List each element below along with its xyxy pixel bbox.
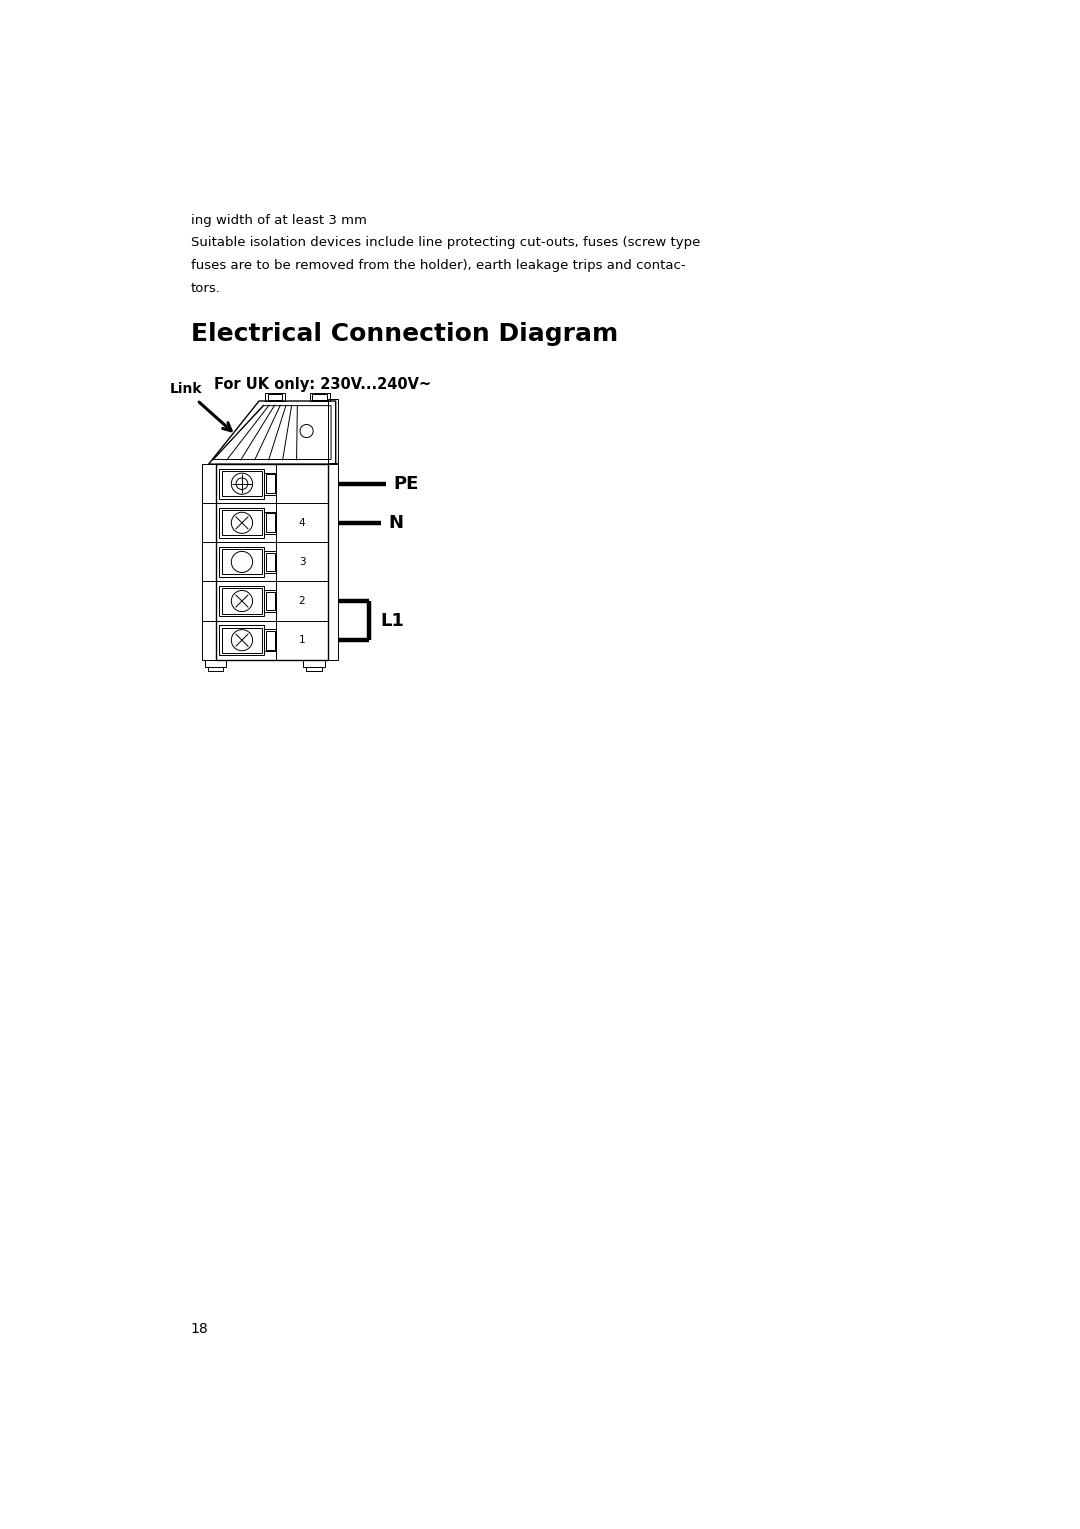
Text: 18: 18: [191, 1323, 208, 1336]
Bar: [265, 630, 276, 651]
Bar: [219, 508, 265, 538]
Bar: [219, 547, 265, 576]
Bar: [221, 549, 262, 575]
Text: ing width of at least 3 mm: ing width of at least 3 mm: [191, 214, 367, 226]
Bar: [312, 394, 327, 401]
Bar: [268, 394, 282, 401]
Bar: [265, 472, 276, 495]
Bar: [219, 469, 265, 498]
Text: 1: 1: [299, 635, 306, 645]
Text: Link: Link: [170, 382, 202, 396]
Text: PE: PE: [394, 474, 419, 492]
Bar: [266, 393, 284, 401]
Bar: [216, 465, 328, 659]
Bar: [265, 550, 276, 573]
Bar: [219, 586, 265, 616]
Bar: [266, 631, 274, 650]
Bar: [266, 552, 274, 572]
Text: For UK only: 230V...240V~: For UK only: 230V...240V~: [214, 378, 431, 391]
Bar: [266, 592, 274, 610]
Text: Electrical Connection Diagram: Electrical Connection Diagram: [191, 321, 618, 346]
Bar: [328, 399, 338, 465]
Bar: [265, 590, 276, 612]
Text: 2: 2: [299, 596, 306, 605]
Bar: [221, 589, 262, 613]
Bar: [202, 465, 216, 659]
Bar: [266, 514, 274, 532]
Bar: [310, 393, 329, 401]
Bar: [303, 659, 325, 667]
Text: Suitable isolation devices include line protecting cut-outs, fuses (screw type: Suitable isolation devices include line …: [191, 235, 700, 249]
Bar: [328, 463, 338, 659]
Bar: [207, 667, 224, 671]
Bar: [219, 625, 265, 654]
Text: 4: 4: [299, 518, 306, 528]
Bar: [221, 471, 262, 497]
Text: L1: L1: [380, 612, 404, 630]
Text: 3: 3: [299, 557, 306, 567]
Text: tors.: tors.: [191, 281, 220, 295]
Bar: [221, 511, 262, 535]
Bar: [205, 659, 227, 667]
Bar: [221, 627, 262, 653]
Bar: [266, 474, 274, 494]
Text: N: N: [389, 514, 404, 532]
Text: fuses are to be removed from the holder), earth leakage trips and contac-: fuses are to be removed from the holder)…: [191, 258, 686, 272]
Bar: [307, 667, 322, 671]
Bar: [265, 512, 276, 534]
